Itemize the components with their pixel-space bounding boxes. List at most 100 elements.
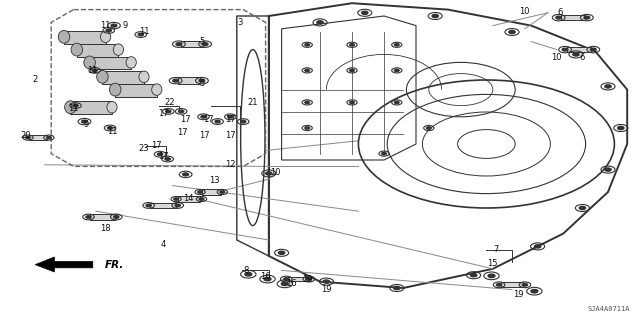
Ellipse shape	[100, 31, 111, 43]
Text: 11: 11	[107, 127, 117, 136]
Text: 6: 6	[557, 8, 563, 17]
Text: 5: 5	[199, 37, 204, 46]
Circle shape	[584, 16, 590, 19]
Circle shape	[307, 278, 312, 280]
Text: 21: 21	[248, 98, 258, 107]
Circle shape	[179, 110, 184, 113]
Circle shape	[47, 136, 51, 139]
Text: 12: 12	[225, 160, 236, 169]
Text: 16: 16	[286, 279, 296, 288]
Text: 17: 17	[158, 109, 168, 118]
Circle shape	[381, 152, 387, 155]
Circle shape	[92, 69, 97, 72]
Ellipse shape	[152, 84, 162, 95]
Circle shape	[199, 79, 205, 82]
Circle shape	[509, 30, 515, 34]
Circle shape	[175, 204, 180, 207]
Text: 9: 9	[84, 120, 89, 129]
Circle shape	[282, 282, 288, 285]
Bar	[177, 196, 200, 202]
Bar	[501, 282, 524, 287]
Circle shape	[349, 69, 355, 72]
Circle shape	[114, 216, 119, 218]
Circle shape	[86, 216, 91, 218]
Ellipse shape	[107, 101, 117, 113]
Circle shape	[394, 69, 399, 72]
Circle shape	[146, 204, 151, 207]
Text: 11: 11	[139, 28, 149, 36]
Circle shape	[394, 101, 399, 104]
Bar	[102, 71, 144, 84]
Circle shape	[305, 127, 310, 129]
Bar	[70, 101, 112, 114]
Circle shape	[349, 44, 355, 46]
Bar	[77, 44, 118, 57]
Circle shape	[305, 69, 310, 72]
Bar	[288, 277, 307, 281]
Circle shape	[573, 53, 579, 56]
Text: 10: 10	[552, 53, 562, 62]
Bar	[90, 214, 115, 220]
Text: 11: 11	[68, 104, 79, 113]
Circle shape	[278, 251, 285, 254]
Text: 23: 23	[139, 144, 149, 153]
Text: 20: 20	[20, 132, 31, 140]
Bar	[561, 15, 585, 20]
Circle shape	[106, 29, 111, 32]
Bar	[177, 77, 200, 84]
Circle shape	[202, 43, 208, 46]
Text: 8: 8	[244, 266, 249, 275]
Circle shape	[590, 48, 596, 51]
Circle shape	[470, 274, 477, 277]
Ellipse shape	[109, 83, 121, 96]
Circle shape	[305, 101, 310, 104]
Text: 4: 4	[161, 240, 166, 249]
Circle shape	[241, 120, 246, 123]
Circle shape	[198, 191, 202, 193]
Circle shape	[215, 120, 220, 123]
Bar	[180, 41, 204, 47]
Text: 13: 13	[209, 176, 220, 185]
Circle shape	[173, 79, 179, 82]
Circle shape	[305, 44, 310, 46]
Circle shape	[26, 136, 30, 139]
Text: 11: 11	[100, 21, 111, 30]
Circle shape	[563, 48, 568, 51]
Text: 7: 7	[493, 245, 499, 254]
Text: 5: 5	[199, 79, 204, 88]
Circle shape	[605, 168, 611, 171]
Text: 14: 14	[184, 194, 194, 203]
Text: 19: 19	[513, 290, 524, 299]
Ellipse shape	[58, 30, 70, 43]
Circle shape	[173, 198, 179, 200]
Circle shape	[73, 104, 78, 107]
Circle shape	[165, 158, 170, 160]
Bar	[29, 135, 47, 140]
Circle shape	[183, 173, 188, 176]
Text: 10: 10	[270, 168, 280, 177]
Text: 17: 17	[158, 152, 168, 161]
Circle shape	[228, 116, 233, 118]
Circle shape	[349, 101, 355, 104]
Bar	[115, 84, 157, 97]
Circle shape	[426, 127, 431, 129]
Text: 2: 2	[33, 76, 38, 84]
Circle shape	[556, 16, 562, 19]
Circle shape	[432, 14, 438, 18]
Text: 17: 17	[200, 132, 210, 140]
Text: 6: 6	[580, 53, 585, 62]
Text: 17: 17	[225, 132, 236, 140]
Circle shape	[534, 245, 541, 248]
Text: SJA4A0711A: SJA4A0711A	[588, 306, 630, 312]
Ellipse shape	[71, 43, 83, 56]
Ellipse shape	[84, 56, 95, 69]
Text: 22: 22	[164, 98, 175, 107]
Circle shape	[266, 172, 272, 175]
Text: FR.: FR.	[104, 260, 124, 270]
Circle shape	[323, 280, 330, 283]
Circle shape	[394, 44, 399, 46]
Circle shape	[220, 191, 225, 193]
Text: 9: 9	[122, 21, 127, 30]
Circle shape	[605, 85, 611, 88]
Circle shape	[201, 116, 206, 118]
